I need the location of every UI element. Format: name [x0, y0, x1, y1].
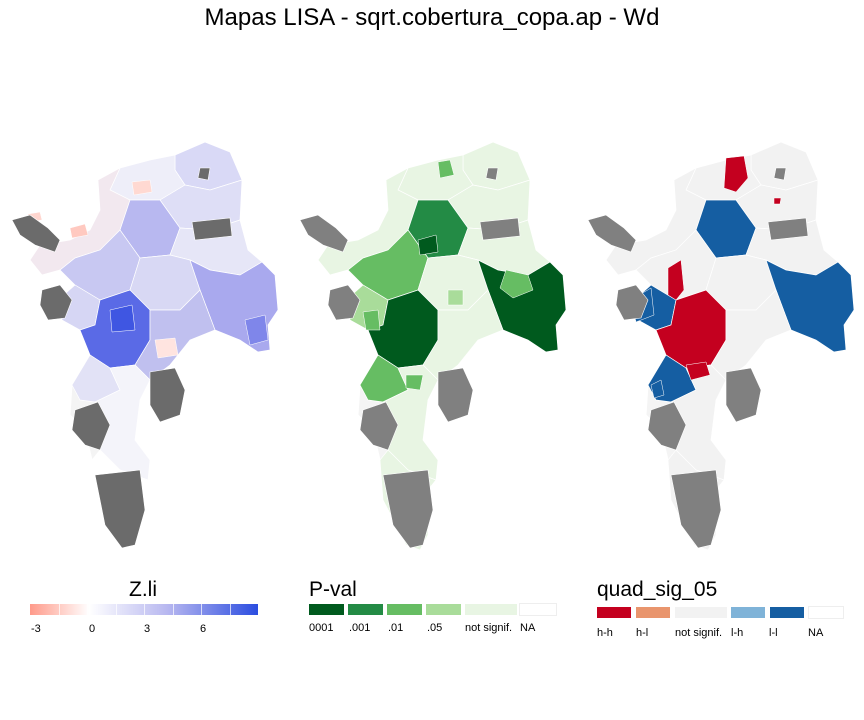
quad-highlight-patch — [773, 197, 782, 205]
zli-tick-label: 6 — [200, 623, 207, 635]
quad-legend-label: h-h — [597, 627, 613, 639]
zli-na-area — [71, 401, 111, 451]
quad-legend-label: not signif. — [675, 627, 723, 639]
quad-na-area — [670, 469, 722, 549]
zli-legend-title: Z.li — [129, 578, 157, 601]
zli-tick-label: -3 — [31, 623, 41, 635]
zli-colorbar-tick — [87, 604, 88, 615]
quad-legend-label: l-l — [769, 627, 778, 639]
pval-highlight-patch — [499, 269, 534, 299]
quad-map — [587, 141, 855, 551]
pval-na-area — [299, 214, 349, 253]
zli-highlight-patch — [109, 304, 136, 333]
zli-colorbar-tick — [172, 604, 174, 615]
quad-legend-label: l-h — [731, 627, 744, 639]
pval-legend-label: .001 — [349, 622, 371, 634]
pval-legend-swatch — [519, 603, 557, 616]
pval-legend-swatch — [309, 604, 344, 615]
pval-legend-title: P-val — [309, 578, 357, 601]
pval-highlight-patch — [362, 309, 381, 331]
zli-colorbar-tick — [201, 604, 202, 615]
quad-na-area — [767, 217, 809, 241]
quad-na-area — [725, 367, 762, 423]
pval-legend-swatch — [426, 604, 461, 615]
zli-na-area — [197, 167, 211, 181]
quad-na-area — [615, 284, 649, 321]
zli-na-area — [11, 214, 61, 253]
quad-legend-swatch — [636, 607, 670, 618]
pval-na-area — [327, 284, 361, 321]
pval-na-area — [437, 367, 474, 423]
pval-legend-swatch — [387, 604, 422, 615]
pval-legend-label: not signif. — [465, 622, 513, 634]
quad-legend-swatch — [675, 607, 727, 618]
pval-highlight-patch — [405, 374, 424, 391]
zli-tick-label: 0 — [89, 623, 96, 635]
quad-legend-swatch — [808, 606, 844, 619]
zli-na-area — [39, 284, 73, 321]
quad-legend-title: quad_sig_05 — [597, 578, 718, 601]
zli-highlight-patch — [131, 179, 153, 196]
zli-na-area — [191, 217, 233, 241]
pval-na-area — [359, 401, 399, 451]
quad-highlight-patch — [667, 259, 685, 301]
pval-legend-swatch — [465, 604, 517, 615]
pval-legend-swatch — [348, 604, 383, 615]
zli-colorbar-tick — [58, 604, 60, 615]
zli-colorbar-tick — [229, 604, 231, 615]
pval-na-area — [382, 469, 434, 549]
quad-region-south-centre — [710, 289, 792, 381]
pval-legend-label: .05 — [427, 622, 443, 634]
pval-highlight-patch — [437, 159, 455, 179]
quad-highlight-patch — [650, 379, 665, 399]
pval-region-south-centre — [422, 289, 504, 381]
zli-highlight-patch — [244, 314, 269, 346]
zli-map — [11, 141, 279, 551]
zli-na-area — [94, 469, 146, 549]
pval-highlight-patch — [447, 289, 464, 306]
pval-na-area — [485, 167, 499, 181]
pval-na-area — [479, 217, 521, 241]
zli-colorbar-tick — [144, 604, 145, 615]
quad-highlight-patch — [723, 155, 749, 193]
zli-highlight-patch — [69, 223, 89, 239]
quad-na-area — [773, 167, 787, 181]
pval-legend-label: NA — [520, 622, 536, 634]
zli-colorbar-tick — [115, 604, 117, 615]
zli-colorbar — [30, 604, 258, 615]
zli-na-area — [149, 367, 186, 423]
quad-legend-swatch — [770, 607, 804, 618]
quad-highlight-patch — [685, 361, 711, 381]
quad-legend-swatch — [597, 607, 631, 618]
quad-na-area — [647, 401, 687, 451]
pval-legend-label: 0001 — [309, 622, 334, 634]
zli-highlight-patch — [154, 337, 179, 359]
zli-region-south-centre — [134, 289, 216, 381]
quad-legend-label: h-l — [636, 627, 649, 639]
quad-legend-swatch — [731, 607, 765, 618]
quad-legend-label: NA — [808, 627, 824, 639]
pval-map — [299, 141, 567, 551]
quad-na-area — [587, 214, 637, 253]
pval-legend-label: .01 — [388, 622, 404, 634]
figure-title: Mapas LISA - sqrt.cobertura_copa.ap - Wd — [204, 4, 660, 31]
zli-tick-label: 3 — [144, 623, 151, 635]
pval-highlight-patch — [417, 234, 439, 256]
